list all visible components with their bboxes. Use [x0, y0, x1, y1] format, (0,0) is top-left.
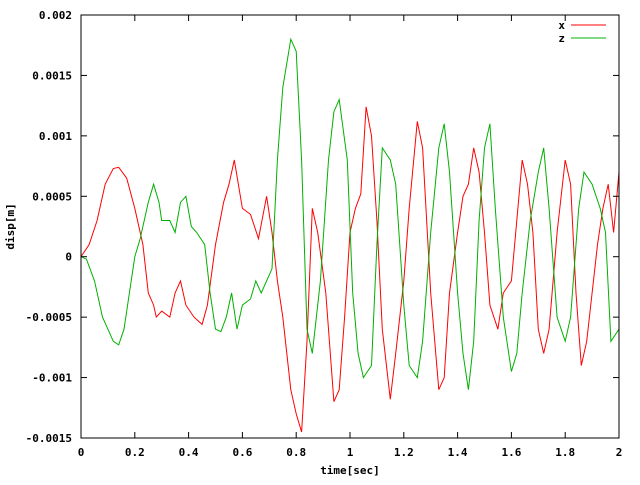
legend-label-x: x [558, 19, 565, 32]
y-axis: -0.0015 -0.001 -0.0005 0 0.0005 0.001 0.0015 0.… [26, 9, 619, 445]
y-axis-label: disp[m] [4, 203, 17, 249]
x-tick-label: 2 [616, 446, 623, 459]
x-tick-label: 0.4 [179, 446, 199, 459]
x-tick-label: 0 [78, 446, 85, 459]
legend: xz [558, 19, 606, 45]
x-tick-label: 1.8 [555, 446, 575, 459]
y-tick-label: 0.0015 [32, 69, 72, 82]
x-tick-label: 1 [347, 446, 354, 459]
x-tick-label: 0.2 [125, 446, 145, 459]
x-tick-label: 1.2 [394, 446, 414, 459]
legend-label-z: z [558, 32, 565, 45]
series-line-x [80, 106, 620, 433]
x-axis: 0 0.2 0.4 0.6 0.8 1 1.2 1.4 1.6 1.8 2 [78, 15, 623, 459]
y-tick-label: 0.0005 [32, 190, 72, 203]
y-tick-label: 0.002 [39, 9, 72, 22]
x-axis-label: time[sec] [320, 464, 380, 477]
y-tick-label: -0.001 [32, 372, 72, 385]
series-line-z [80, 37, 620, 390]
y-tick-label: -0.0005 [26, 311, 72, 324]
y-tick-label: 0.001 [39, 130, 72, 143]
series-layer [80, 37, 620, 433]
x-tick-label: 1.6 [501, 446, 521, 459]
x-tick-label: 0.6 [232, 446, 252, 459]
y-tick-label: -0.0015 [26, 432, 72, 445]
x-tick-label: 1.4 [448, 446, 468, 459]
x-tick-label: 0.8 [286, 446, 306, 459]
y-tick-label: 0 [65, 251, 72, 264]
